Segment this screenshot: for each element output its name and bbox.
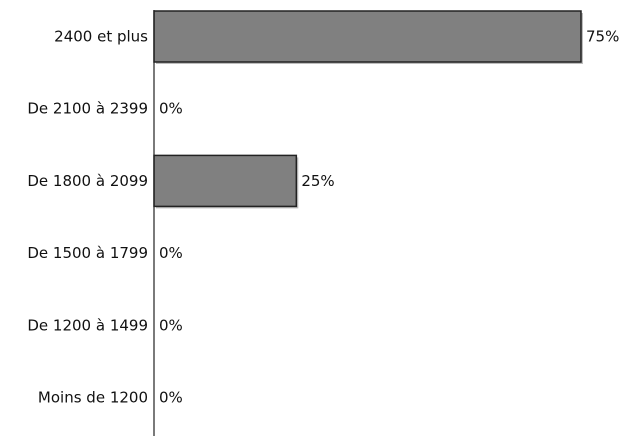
value-label: 0%: [159, 316, 183, 334]
value-label: 25%: [301, 172, 334, 190]
category-label: Moins de 1200: [38, 389, 148, 407]
category-label: De 2100 à 2399: [27, 100, 148, 118]
category-label: De 1200 à 1499: [27, 316, 148, 334]
value-label: 75%: [586, 28, 619, 46]
value-label: 0%: [159, 244, 183, 262]
category-label: 2400 et plus: [54, 28, 148, 46]
bars-layer: [153, 10, 583, 209]
category-label: De 1500 à 1799: [27, 244, 148, 262]
value-label: 0%: [159, 389, 183, 407]
value-label: 0%: [159, 100, 183, 118]
bar-2: [153, 154, 298, 208]
bar-0: [153, 10, 582, 63]
category-label: De 1800 à 2099: [27, 172, 148, 190]
labels-layer: 2400 et plus 75% De 2100 à 2399 0% De 1800 à…: [27, 28, 619, 407]
